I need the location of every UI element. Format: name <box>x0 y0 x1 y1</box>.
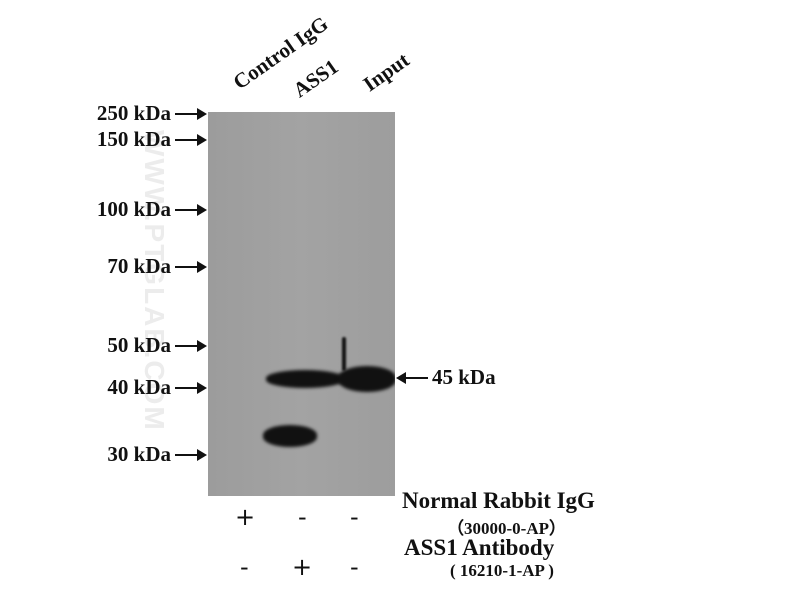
marker-70: 70 kDa <box>0 254 207 279</box>
marker-100: 100 kDa <box>0 197 207 222</box>
sign-row2-lane2: + <box>292 553 313 581</box>
band-ass1-45kda <box>266 370 344 388</box>
legend-row1-label: Normal Rabbit IgG <box>402 488 595 513</box>
target-label: 45 kDa <box>432 365 496 389</box>
target-marker: 45 kDa <box>396 365 496 390</box>
marker-40: 40 kDa <box>0 375 207 400</box>
marker-150: 150 kDa <box>0 127 207 152</box>
watermark: WWW.PTGLAB.COM <box>139 130 170 432</box>
arrow-icon <box>175 448 207 461</box>
band-input-45kda <box>338 366 395 392</box>
sign-row1-lane3: - <box>350 503 359 531</box>
arrow-icon <box>175 260 207 273</box>
legend-row1-catalog: （30000-0-AP） <box>447 519 566 538</box>
marker-50: 50 kDa <box>0 333 207 358</box>
sign-row2-lane3: - <box>350 553 359 581</box>
sign-row1-lane2: - <box>298 503 307 531</box>
arrow-icon <box>175 339 207 352</box>
legend-row2-label: ASS1 Antibody <box>404 535 555 560</box>
arrow-icon <box>175 133 207 146</box>
arrow-left-icon <box>396 371 428 384</box>
sign-row2-lane1: - <box>240 553 249 581</box>
band-input-smear <box>342 337 346 371</box>
arrow-icon <box>175 107 207 120</box>
marker-30: 30 kDa <box>0 442 207 467</box>
arrow-icon <box>175 381 207 394</box>
arrow-icon <box>175 203 207 216</box>
band-ass1-heavy-chain <box>263 425 317 447</box>
sign-row1-lane1: + <box>235 503 256 531</box>
marker-250: 250 kDa <box>0 101 207 126</box>
legend-row2-catalog: ( 16210-1-AP ) <box>450 561 554 580</box>
western-blot-membrane <box>208 112 395 496</box>
lane-label-ass1: ASS1 <box>288 54 343 103</box>
lane-label-input: Input <box>358 47 414 97</box>
